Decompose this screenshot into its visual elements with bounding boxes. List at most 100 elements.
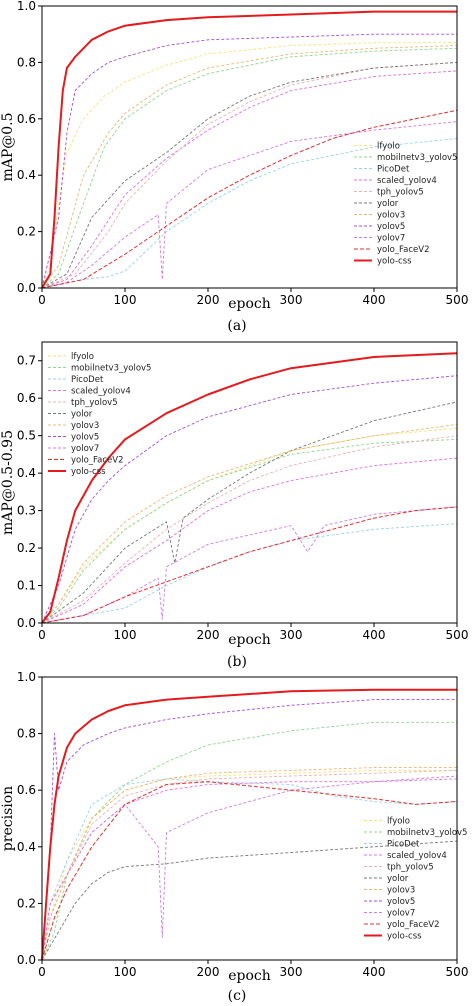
x-axis-label: epoch <box>228 968 271 984</box>
series-line-yolo-css <box>41 688 457 961</box>
legend-label: yolor <box>377 199 399 209</box>
legend-label: PicoDet <box>71 375 104 385</box>
y-tick-label: 0.0 <box>17 281 36 295</box>
series-line-scaled-yolov4 <box>41 457 458 624</box>
series-line-lfyolo <box>41 427 458 624</box>
legend-label: scaled_yolov4 <box>387 851 447 861</box>
x-tick-label: 500 <box>446 628 469 642</box>
x-tick-label: 0 <box>38 293 46 307</box>
legend-label: tph_yolov5 <box>387 863 434 873</box>
x-tick-label: 400 <box>363 965 386 979</box>
legend-label: yolov5 <box>377 222 405 232</box>
series-line-yolor <box>41 61 458 289</box>
legend-label: lfyolo <box>71 352 94 362</box>
legend-label: lfyolo <box>377 142 400 152</box>
x-tick-label: 400 <box>363 293 386 307</box>
y-tick-label: 0.1 <box>17 579 36 593</box>
series-line-mobilnetv3-yolov5 <box>41 47 458 289</box>
x-tick-label: 100 <box>114 965 137 979</box>
x-tick-label: 200 <box>197 628 220 642</box>
x-tick-label: 300 <box>280 628 303 642</box>
x-tick-label: 300 <box>280 965 303 979</box>
series-line-yolo-facev2 <box>41 109 458 289</box>
x-tick-label: 100 <box>114 628 137 642</box>
panel-caption: (c) <box>228 988 247 1004</box>
y-tick-label: 0.6 <box>17 112 36 126</box>
legend: lfyolomobilnetv3_yolov5PicoDetscaled_yol… <box>48 352 151 477</box>
legend-label: scaled_yolov4 <box>71 387 131 397</box>
x-tick-label: 300 <box>280 293 303 307</box>
series-line-yolo-facev2 <box>41 781 458 961</box>
y-tick-label: 0.7 <box>17 354 36 368</box>
series-line-scaled-yolov4 <box>41 70 458 289</box>
panel-caption: (a) <box>227 318 246 334</box>
series-line-lfyolo <box>41 42 457 289</box>
y-tick-label: 0.2 <box>17 541 36 555</box>
chart-panel-c: 0 100 200 300 400 500 0.0 0.2 0.4 0.6 0.8 1.0 epoch p… <box>0 670 468 1004</box>
series-line-picodet <box>41 138 458 289</box>
legend-label: yolov7 <box>71 444 99 454</box>
series-line-yolo-css <box>41 10 457 289</box>
legend-label: PicoDet <box>377 165 410 175</box>
legend-label: yolov3 <box>71 421 99 431</box>
legend: lfyolomobilnetv3_yolov5PicoDetscaled_yol… <box>364 817 467 942</box>
legend-label: yolov3 <box>377 211 405 221</box>
legend-label: tph_yolov5 <box>71 398 118 408</box>
legend-label: yolo_FaceV2 <box>71 456 124 466</box>
series-line-yolo-facev2 <box>41 506 458 624</box>
y-tick-label: 0.2 <box>17 896 36 910</box>
legend-label: lfyolo <box>387 817 410 827</box>
legend-label: yolor <box>387 874 409 884</box>
x-tick-label: 0 <box>38 628 46 642</box>
series-line-yolo-css <box>41 352 458 624</box>
legend-label: yolor <box>71 410 93 420</box>
y-tick-label: 0.5 <box>17 429 36 443</box>
x-tick-label: 200 <box>197 293 220 307</box>
legend-label: yolov7 <box>377 234 405 244</box>
y-tick-label: 0.3 <box>17 504 36 518</box>
series-line-yolov5 <box>41 375 458 624</box>
series-line-yolor <box>41 401 458 624</box>
legend-label: yolov5 <box>71 433 99 443</box>
x-tick-label: 200 <box>197 965 220 979</box>
legend-label: tph_yolov5 <box>377 188 424 198</box>
legend-label: yolo_FaceV2 <box>387 920 440 930</box>
x-axis-label: epoch <box>228 296 271 312</box>
series-line-picodet <box>41 778 458 961</box>
y-tick-label: 0.4 <box>17 168 36 182</box>
x-tick-label: 0 <box>38 965 46 979</box>
y-tick-label: 0.6 <box>17 391 36 405</box>
plot-frame <box>41 341 458 624</box>
y-axis-label: mAP@0.5-0.95 <box>0 430 16 535</box>
y-tick-label: 0.8 <box>17 727 36 741</box>
y-tick-label: 1.0 <box>17 0 36 13</box>
series-line-yolov3 <box>41 45 458 289</box>
x-axis-label: epoch <box>228 632 271 648</box>
plot-frame <box>41 5 458 289</box>
legend-label: yolo_FaceV2 <box>377 245 430 255</box>
legend-label: yolo-css <box>71 467 106 477</box>
y-tick-label: 0.0 <box>17 953 36 967</box>
y-axis-label: precision <box>0 786 16 851</box>
series-line-tph-yolov5 <box>41 435 458 624</box>
legend-label: yolo-css <box>377 257 412 267</box>
y-tick-label: 0.2 <box>17 225 36 239</box>
x-tick-label: 500 <box>446 293 469 307</box>
series-line-yolov7 <box>41 506 458 624</box>
series-line-yolov7 <box>41 775 458 961</box>
series-line-tph-yolov5 <box>41 61 458 289</box>
legend-label: scaled_yolov4 <box>377 176 437 186</box>
y-tick-label: 0.6 <box>17 783 36 797</box>
legend-label: PicoDet <box>387 840 420 850</box>
y-tick-label: 0.8 <box>17 55 36 69</box>
x-tick-label: 500 <box>446 965 469 979</box>
panel-caption: (b) <box>227 654 247 670</box>
legend-label: yolov5 <box>387 897 415 907</box>
series-line-yolov7 <box>41 121 458 289</box>
legend-label: yolov3 <box>387 886 415 896</box>
series-line-mobilnetv3-yolov5 <box>41 721 457 961</box>
series-line-yolov5 <box>41 699 457 961</box>
legend-label: mobilnetv3_yolov5 <box>377 153 457 163</box>
